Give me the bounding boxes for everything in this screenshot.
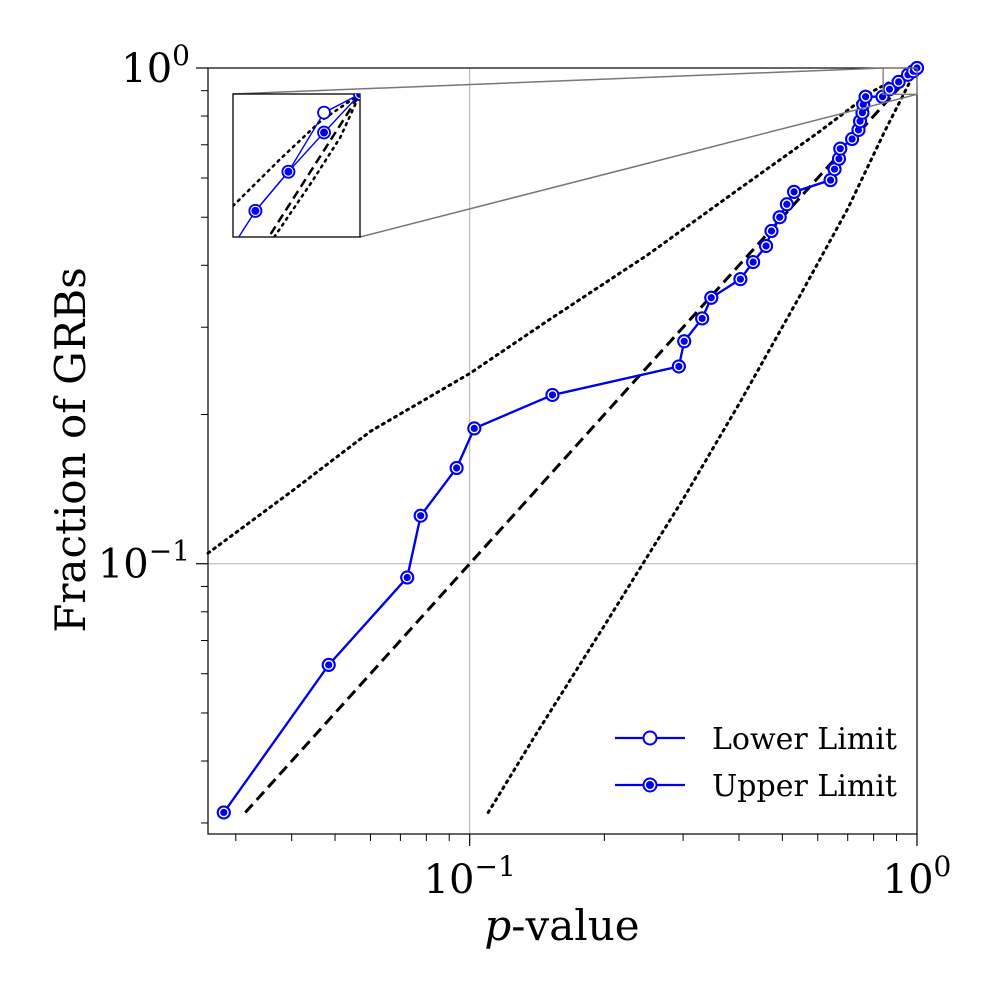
legend-marker-upper-limit-fill (646, 781, 654, 789)
inset-content (225, 94, 360, 255)
data-point-fill (325, 661, 333, 669)
x-axis-title-italic: p (484, 901, 511, 950)
y-axis-title: Fraction of GRBs (46, 267, 95, 633)
zoom-connector-bottom (359, 93, 918, 238)
x-tick-label: 100 (883, 850, 952, 903)
data-point-fill (885, 85, 894, 93)
data-series (216, 61, 924, 820)
series-line-1 (222, 67, 918, 814)
inset-lower-bound (273, 94, 360, 237)
x-tick-label-base: 10 (424, 857, 475, 903)
data-point-fill (453, 464, 461, 472)
data-point-fill (790, 188, 798, 196)
inset-upper-limit-fill (227, 245, 235, 253)
x-tick-label: 10−1 (424, 850, 516, 903)
data-point-fill (776, 213, 784, 221)
zoom-connector-top (232, 67, 884, 95)
inset-upper-limit-marker (225, 243, 237, 255)
data-point-fill (680, 337, 688, 345)
data-point-fill (470, 424, 478, 433)
y-tick-label-exponent: −1 (149, 535, 190, 568)
y-tick-label-exponent: 0 (172, 39, 190, 72)
data-point-fill (836, 145, 844, 153)
inset-identity-line (267, 94, 360, 237)
y-tick-label: 100 (121, 39, 190, 92)
y-tick-label-base: 10 (121, 46, 172, 92)
inset-zoom (225, 67, 918, 255)
data-point-fill (736, 275, 745, 283)
data-point-fill (749, 258, 757, 266)
legend-label-lower-limit: Lower Limit (712, 722, 897, 757)
y-tick-label-base: 10 (98, 542, 149, 588)
data-point-fill (826, 176, 835, 184)
x-tick-label-exponent: −1 (475, 850, 516, 883)
upper-dotted-bound (206, 66, 919, 555)
data-point-fill (848, 135, 856, 143)
x-tick-label-exponent: 0 (934, 850, 952, 883)
legend-label-upper-limit: Upper Limit (712, 769, 897, 804)
data-point-fill (707, 294, 715, 302)
data-point-fill (548, 391, 557, 399)
data-point-fill (861, 93, 870, 101)
data-point-fill (783, 200, 791, 208)
data-point-fill (220, 808, 228, 817)
inset-upper-limit-fill (356, 94, 360, 98)
legend: Lower Limit Upper Limit (615, 722, 897, 804)
inset-upper-limit-fill (284, 167, 293, 176)
reference-curves (206, 66, 919, 814)
data-point-fill (895, 78, 903, 86)
lower-dotted-bound (486, 66, 919, 814)
identity-dashed-line (244, 66, 919, 814)
data-point-fill (698, 314, 706, 323)
y-tick-label: 10−1 (98, 535, 190, 588)
zoom-region-box (882, 67, 918, 95)
data-point-fill (767, 227, 776, 235)
x-axis-title-rest: -value (511, 901, 639, 950)
data-point-fill (835, 155, 843, 163)
x-tick-label-base: 10 (883, 857, 934, 903)
data-point-fill (830, 165, 839, 173)
data-point-fill (403, 573, 411, 582)
x-axis-title: p-value (484, 901, 639, 950)
inset-upper-limit-fill (251, 206, 260, 215)
legend-marker-lower-limit (642, 730, 658, 746)
data-point-fill (675, 362, 683, 371)
plot-frame (207, 67, 918, 835)
data-point-fill (417, 512, 425, 520)
data-point-fill (762, 242, 770, 250)
inset-upper-limit-fill (320, 128, 329, 137)
inset-lower-limit-marker (317, 105, 331, 120)
